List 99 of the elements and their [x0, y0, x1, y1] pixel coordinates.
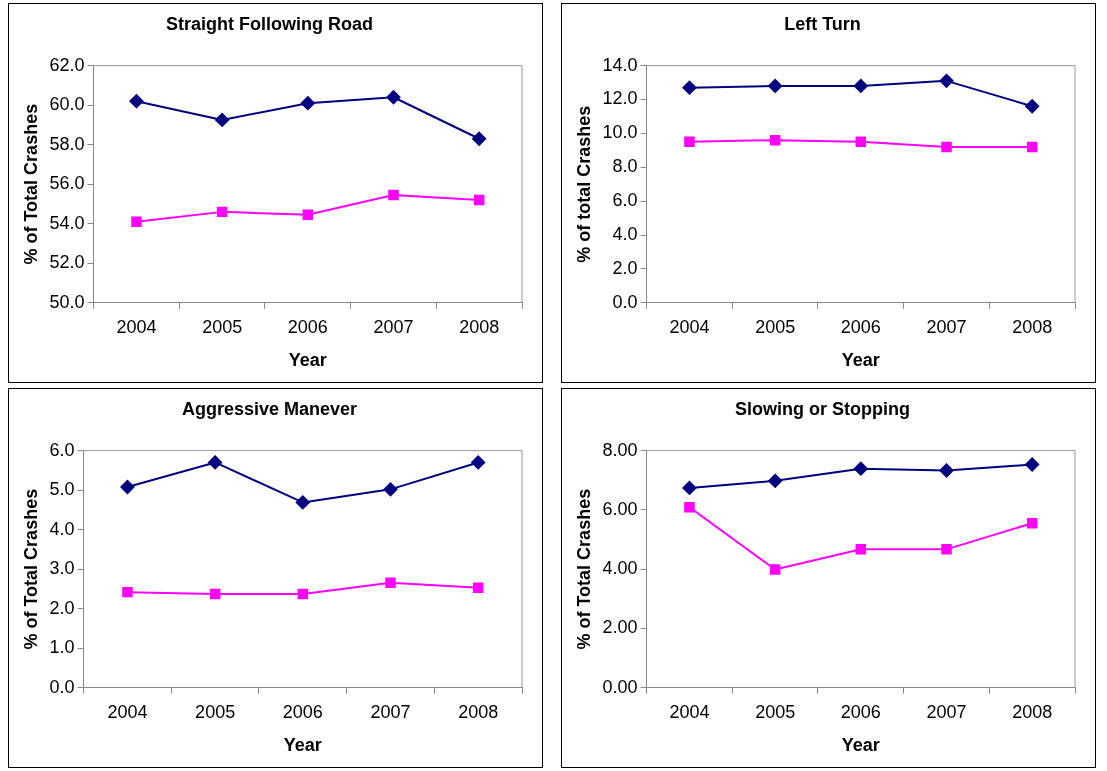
x-tick-label: 2004: [669, 701, 710, 722]
point: [131, 216, 142, 227]
y-tick-label: 8.00: [602, 439, 638, 460]
x-axis-title: Year: [841, 735, 880, 756]
y-tick-label: 56.0: [49, 173, 85, 194]
y-axis-title: % of Total Crashes: [20, 488, 41, 650]
chart-title: Aggressive Manever: [181, 398, 358, 419]
x-tick-label: 2008: [1012, 701, 1053, 722]
chart-title: Left Turn: [784, 13, 861, 34]
point: [939, 73, 954, 88]
x-tick-label: 2007: [926, 701, 967, 722]
y-tick-label: 12.0: [602, 88, 638, 109]
x-tick-label: 2004: [116, 316, 157, 337]
point: [853, 78, 868, 93]
point: [120, 479, 135, 494]
y-tick-label: 6.00: [602, 498, 638, 519]
point: [129, 94, 144, 109]
point: [684, 501, 695, 513]
y-tick-label: 52.0: [49, 252, 85, 273]
x-tick-label: 2008: [458, 701, 499, 722]
x-tick-label: 2007: [370, 701, 411, 722]
point: [385, 577, 396, 588]
x-tick-label: 2004: [669, 316, 710, 337]
point: [473, 194, 485, 206]
point: [769, 134, 781, 146]
y-tick-label: 6.0: [49, 439, 75, 460]
point: [1026, 141, 1038, 153]
y-tick-label: 58.0: [49, 133, 85, 154]
point: [302, 209, 314, 221]
x-axis-title: Year: [288, 350, 327, 371]
y-tick-label: 1.0: [49, 637, 75, 658]
point: [300, 96, 315, 111]
x-tick-label: 2006: [282, 701, 323, 722]
point: [295, 495, 310, 510]
x-tick-label: 2006: [287, 316, 328, 337]
y-tick-label: 0.0: [49, 676, 75, 697]
x-tick-label: 2008: [1012, 316, 1053, 337]
y-axis-title: % of Total Crashes: [573, 488, 594, 650]
y-tick-label: 2.0: [49, 597, 75, 618]
x-tick-label: 2007: [373, 316, 414, 337]
point: [216, 206, 228, 218]
y-axis-title: % of total Crashes: [573, 105, 594, 263]
x-tick-label: 2005: [195, 701, 236, 722]
y-axis-title: % of Total Crashes: [20, 103, 41, 265]
point: [386, 90, 401, 105]
point: [388, 189, 399, 201]
point: [1025, 99, 1040, 114]
y-tick-label: 50.0: [49, 291, 85, 312]
point: [855, 136, 867, 148]
point: [215, 112, 230, 127]
y-tick-label: 0.00: [602, 676, 638, 697]
point: [208, 455, 223, 470]
point: [941, 544, 952, 555]
y-tick-label: 4.0: [612, 224, 638, 244]
point: [682, 80, 697, 95]
y-tick-label: 3.0: [49, 558, 75, 579]
point: [768, 78, 783, 93]
point: [855, 544, 867, 555]
chart-title: Slowing or Stopping: [735, 398, 910, 419]
y-tick-label: 6.0: [612, 190, 638, 211]
point: [1025, 457, 1040, 472]
point: [682, 480, 697, 495]
x-tick-label: 2005: [755, 701, 796, 722]
y-tick-label: 2.00: [602, 617, 638, 638]
x-axis-title: Year: [841, 350, 880, 371]
y-tick-label: 14.0: [602, 54, 638, 75]
x-tick-label: 2008: [459, 316, 500, 337]
x-tick-label: 2007: [926, 316, 967, 337]
x-axis-title: Year: [283, 735, 322, 756]
y-tick-label: 54.0: [49, 212, 85, 233]
point: [472, 582, 484, 594]
point: [471, 455, 486, 470]
y-tick-label: 60.0: [49, 94, 85, 115]
y-tick-label: 8.0: [612, 156, 638, 177]
x-tick-label: 2005: [202, 316, 243, 337]
point: [1026, 518, 1038, 529]
chart-title: Straight Following Road: [166, 13, 373, 34]
y-tick-label: 10.0: [602, 122, 638, 143]
x-tick-label: 2005: [755, 316, 796, 337]
y-tick-label: 2.0: [612, 257, 638, 278]
y-tick-label: 4.0: [49, 518, 75, 539]
point: [122, 586, 133, 598]
point: [209, 588, 221, 600]
point: [383, 482, 398, 497]
y-tick-label: 5.0: [49, 479, 75, 500]
y-tick-label: 4.00: [602, 558, 638, 579]
point: [941, 141, 952, 153]
point: [939, 463, 954, 478]
point: [853, 461, 868, 476]
point: [768, 473, 783, 488]
x-tick-label: 2006: [840, 701, 881, 722]
point: [769, 564, 781, 575]
point: [684, 136, 695, 148]
y-tick-label: 62.0: [49, 54, 85, 75]
x-tick-label: 2004: [107, 701, 148, 722]
point: [472, 131, 487, 146]
point: [297, 588, 309, 600]
x-tick-label: 2006: [840, 316, 881, 337]
y-tick-label: 0.0: [612, 291, 638, 312]
